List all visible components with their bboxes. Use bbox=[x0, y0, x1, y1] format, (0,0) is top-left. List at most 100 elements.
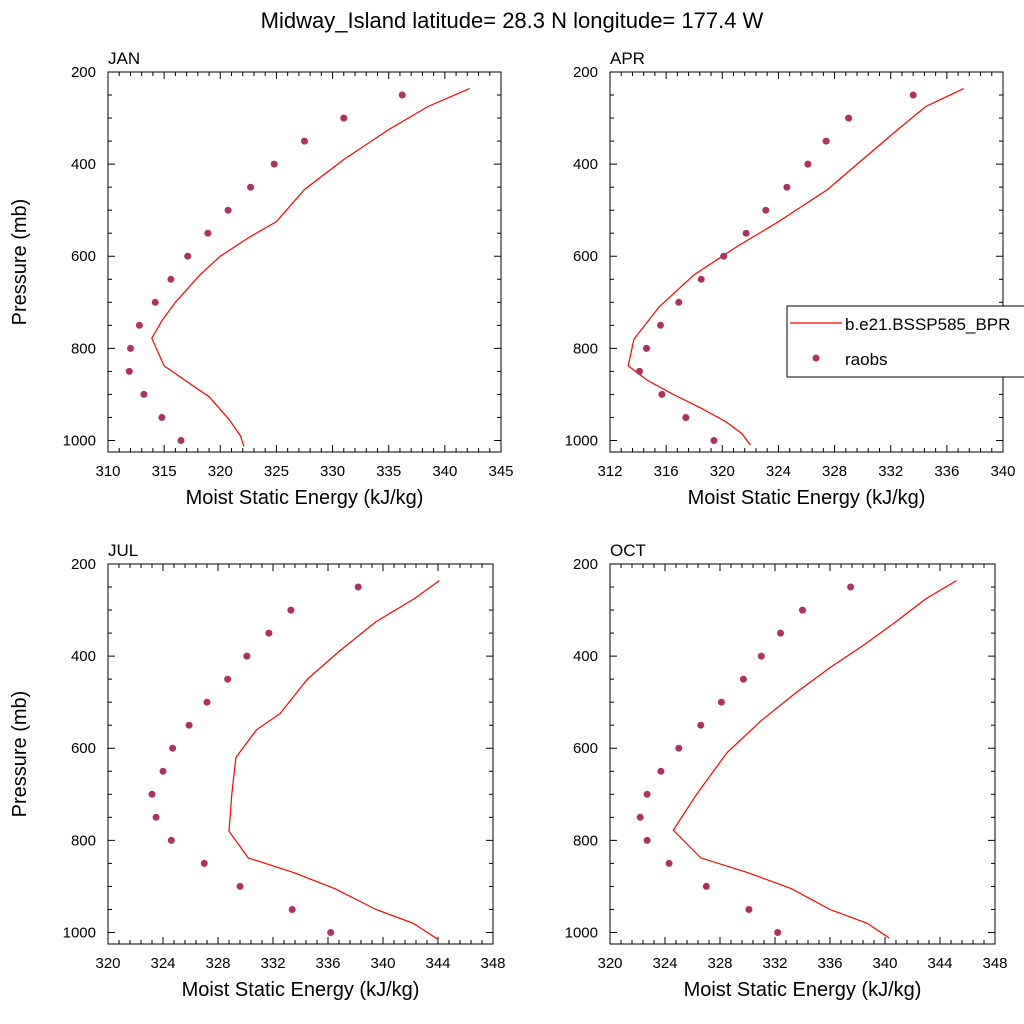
panel-jan: JAN 310 315 320 325 330 335 340 345 200 400 600 800 1… bbox=[9, 49, 514, 509]
y-tick-label: 200 bbox=[71, 556, 96, 573]
legend-box bbox=[786, 305, 1024, 378]
raobs-point bbox=[643, 344, 650, 352]
raobs-point bbox=[301, 137, 308, 145]
x-tick-label: 328 bbox=[822, 463, 847, 480]
x-tick-label: 310 bbox=[95, 463, 120, 480]
x-tick-label: 332 bbox=[762, 955, 787, 972]
raobs-point bbox=[167, 836, 175, 844]
model-line bbox=[627, 88, 964, 446]
raobs-point bbox=[203, 698, 211, 706]
raobs-point bbox=[845, 114, 853, 122]
raobs-point bbox=[665, 859, 673, 867]
raobs-point bbox=[710, 437, 718, 444]
x-tick-label: 325 bbox=[264, 463, 289, 480]
y-tick-label: 400 bbox=[573, 156, 598, 173]
raobs-point bbox=[270, 160, 278, 168]
y-tick-label: 800 bbox=[573, 832, 598, 849]
panel-title: JAN bbox=[108, 49, 140, 68]
panel-title: OCT bbox=[610, 541, 646, 560]
raobs-point bbox=[657, 767, 665, 775]
x-tick-label: 340 bbox=[432, 463, 457, 480]
x-tick-label: 332 bbox=[260, 955, 285, 972]
raobs-point bbox=[327, 929, 335, 936]
legend-obs-label: raobs bbox=[845, 350, 888, 369]
raobs-point bbox=[783, 183, 791, 191]
raobs-point bbox=[224, 675, 232, 683]
x-tick-label: 345 bbox=[488, 463, 513, 480]
legend: b.e21.BSSP585_BPR raobs bbox=[786, 305, 1024, 378]
y-tick-label: 200 bbox=[71, 64, 96, 81]
y-tick-label: 1000 bbox=[63, 432, 96, 449]
raobs-point bbox=[204, 229, 212, 237]
raobs-point bbox=[909, 91, 917, 99]
y-tick-label: 800 bbox=[573, 340, 598, 357]
x-tick-label: 336 bbox=[315, 955, 340, 972]
raobs-point bbox=[148, 790, 156, 798]
raobs-point bbox=[152, 813, 160, 821]
raobs-point bbox=[643, 836, 651, 844]
raobs-point bbox=[682, 414, 690, 421]
x-axis-label: Moist Static Energy (kJ/kg) bbox=[182, 979, 420, 1001]
x-tick-label: 348 bbox=[480, 955, 505, 972]
panel-title: APR bbox=[610, 49, 645, 68]
x-tick-label: 330 bbox=[320, 463, 345, 480]
raobs-point bbox=[184, 252, 192, 260]
x-tick-label: 320 bbox=[208, 463, 233, 480]
x-tick-label: 328 bbox=[707, 955, 732, 972]
legend-obs-marker bbox=[812, 354, 820, 362]
plot-frame bbox=[107, 71, 502, 453]
x-tick-label: 328 bbox=[205, 955, 230, 972]
panel-jul: JUL 320 324 328 332 336 340 344 348 200 400 600 800 1… bbox=[9, 541, 506, 1001]
raobs-point bbox=[125, 367, 133, 375]
raobs-point bbox=[847, 583, 855, 591]
y-axis-label: Pressure (mb) bbox=[9, 199, 31, 326]
raobs-point bbox=[720, 252, 728, 260]
raobs-point bbox=[158, 414, 166, 421]
raobs-point bbox=[167, 275, 175, 283]
raobs-point bbox=[340, 114, 348, 122]
x-axis-label: Moist Static Energy (kJ/kg) bbox=[688, 487, 926, 509]
x-tick-label: 332 bbox=[878, 463, 903, 480]
x-tick-label: 324 bbox=[766, 463, 791, 480]
panel-apr: APR 312 316 320 324 328 332 336 340 200 400 600 800 1… bbox=[565, 49, 1016, 509]
raobs-point bbox=[697, 275, 705, 283]
raobs-point bbox=[675, 298, 683, 306]
raobs-point bbox=[799, 606, 806, 614]
x-tick-label: 320 bbox=[710, 463, 735, 480]
raobs-point bbox=[288, 906, 296, 913]
model-line bbox=[151, 88, 470, 447]
y-tick-label: 600 bbox=[71, 248, 96, 265]
raobs-point bbox=[643, 790, 651, 798]
model-line bbox=[228, 580, 440, 940]
y-tick-label: 1000 bbox=[565, 432, 598, 449]
raobs-point bbox=[224, 206, 232, 214]
x-axis-label: Moist Static Energy (kJ/kg) bbox=[684, 979, 922, 1001]
raobs-point bbox=[822, 137, 830, 145]
panel-oct: OCT 320 324 328 332 336 340 344 348 200 400 600 800 1… bbox=[565, 541, 1008, 1001]
raobs-point bbox=[185, 721, 193, 729]
raobs-point bbox=[169, 744, 177, 752]
raobs-point bbox=[702, 882, 710, 890]
raobs-point bbox=[177, 437, 185, 444]
x-tick-label: 312 bbox=[597, 463, 622, 480]
raobs-point bbox=[739, 675, 747, 683]
y-tick-label: 800 bbox=[71, 832, 96, 849]
x-tick-label: 335 bbox=[376, 463, 401, 480]
raobs-point bbox=[287, 606, 295, 614]
y-tick-label: 600 bbox=[573, 248, 598, 265]
raobs-point bbox=[236, 882, 244, 890]
raobs-point bbox=[151, 298, 159, 306]
x-tick-label: 324 bbox=[150, 955, 175, 972]
raobs-point bbox=[757, 652, 765, 660]
x-tick-label: 344 bbox=[927, 955, 952, 972]
panel-title: JUL bbox=[108, 541, 138, 560]
raobs-point bbox=[636, 367, 643, 375]
raobs-point bbox=[140, 390, 148, 398]
x-tick-label: 315 bbox=[152, 463, 177, 480]
x-tick-label: 340 bbox=[990, 463, 1015, 480]
raobs-point bbox=[717, 698, 725, 706]
x-tick-label: 344 bbox=[425, 955, 450, 972]
y-tick-label: 800 bbox=[71, 340, 96, 357]
raobs-point bbox=[658, 390, 666, 398]
y-tick-label: 400 bbox=[573, 648, 598, 665]
